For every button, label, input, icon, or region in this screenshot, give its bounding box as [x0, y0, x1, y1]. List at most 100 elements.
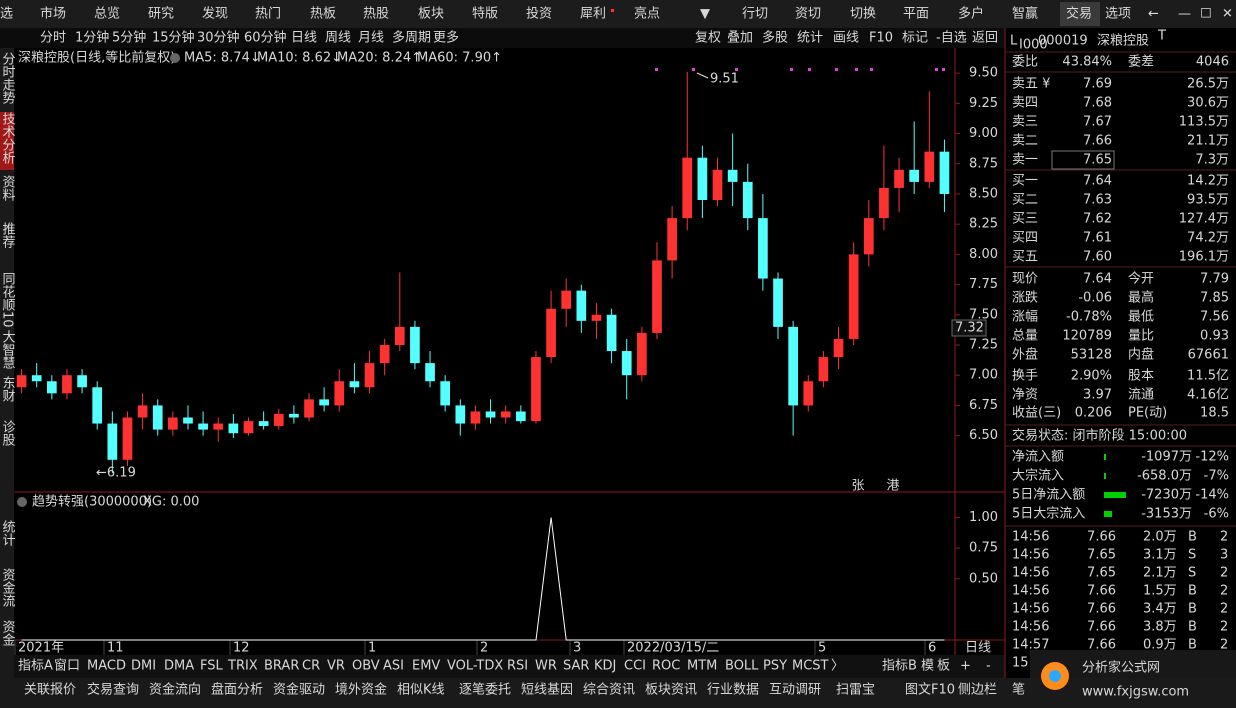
indicator-tab[interactable]: DMI [131, 659, 156, 674]
menu-item[interactable]: — [1178, 7, 1191, 22]
menu-item[interactable]: 选 [0, 7, 13, 22]
menu-item[interactable]: 平面 [903, 7, 929, 22]
period-button[interactable]: 更多 [433, 30, 459, 46]
indicator-tab[interactable]: KDJ [594, 659, 616, 674]
tool-button[interactable]: 统计 [797, 31, 823, 46]
tool-button[interactable]: 标记 [902, 31, 928, 46]
menu-item[interactable]: 热板 [310, 7, 336, 22]
indicator-tab[interactable]: OBV [352, 659, 380, 674]
bottom-tab[interactable]: 互动调研 [769, 683, 821, 698]
indicator-tab[interactable]: SAR [563, 659, 589, 674]
bottom-tab[interactable]: 关联报价 [24, 683, 76, 698]
bottom-tab[interactable]: 图文F10 [905, 683, 955, 698]
tool-button[interactable]: 多股 [762, 30, 788, 46]
indicator-tab[interactable]: TRIX [227, 659, 258, 674]
menu-item[interactable]: 发现 [202, 6, 228, 22]
menu-item[interactable]: 总览 [94, 6, 120, 22]
bottom-tab[interactable]: 扫雷宝 [836, 683, 875, 698]
menu-item[interactable]: ← [1148, 7, 1159, 22]
period-button[interactable]: 15分钟 [152, 30, 195, 46]
menu-item[interactable]: ✕ [1222, 7, 1233, 22]
menu-item[interactable]: ▼ [700, 7, 710, 22]
tool-button[interactable]: 画线 [833, 31, 859, 46]
menu-item[interactable]: 多户 [958, 6, 984, 22]
sidebar-tab[interactable]: 推荐 [0, 222, 15, 248]
menu-item[interactable]: 行切 [742, 7, 768, 22]
tool-button[interactable]: 复权 [695, 30, 721, 46]
indicator-tab[interactable]: BRAR [264, 659, 299, 674]
period-button[interactable]: 日线 [291, 31, 317, 46]
menu-item[interactable]: 热股 [363, 7, 389, 22]
menu-item[interactable]: 犀利 [580, 7, 606, 22]
period-button[interactable]: 月线 [358, 31, 384, 46]
indicator-tab[interactable]: BOLL [725, 659, 759, 674]
menu-item[interactable]: 特版 [472, 7, 498, 22]
bottom-tab[interactable]: 资金流向 [149, 682, 201, 698]
bottom-tab[interactable]: 逐笔委托 [459, 682, 511, 698]
tool-button[interactable]: 叠加 [727, 31, 753, 46]
menu-item[interactable]: 投资 [526, 6, 552, 22]
indicator-tab[interactable]: WR [535, 659, 557, 674]
indicator-tab[interactable]: 模 [921, 659, 934, 674]
menu-item[interactable]: 资切 [795, 7, 821, 22]
indicator-tab[interactable]: DMA [164, 659, 194, 674]
bottom-tab[interactable]: 相似K线 [397, 683, 445, 698]
menu-item[interactable]: 智赢 [1012, 6, 1038, 22]
indicator-tab[interactable]: EMV [412, 659, 440, 674]
indicator-tab[interactable]: CR [302, 659, 320, 674]
sidebar-tab[interactable]: 统计 [0, 520, 15, 546]
indicator-tab[interactable]: MACD [87, 659, 126, 674]
menu-item[interactable]: 研究 [148, 7, 174, 22]
bottom-tab[interactable]: 短线基因 [521, 683, 573, 698]
indicator-tab[interactable]: VOL-TDX [447, 659, 503, 674]
indicator-tab[interactable]: 窗口 [54, 658, 80, 674]
period-button[interactable]: 周线 [325, 31, 351, 46]
indicator-tab[interactable]: VR [327, 659, 345, 674]
bottom-tab[interactable]: 侧边栏 [958, 683, 997, 698]
bottom-tab[interactable]: 盘面分析 [211, 682, 263, 698]
indicator-tab[interactable]: 板 [937, 659, 950, 674]
bottom-tab[interactable]: 资金驱动 [273, 682, 325, 698]
period-button[interactable]: 1分钟 [75, 30, 109, 46]
indicator-tab[interactable]: CCI [624, 659, 646, 674]
menu-item[interactable]: 选项 [1105, 7, 1131, 22]
indicator-tab[interactable]: FSL [200, 659, 224, 674]
sidebar-tab[interactable]: 分时走势 [0, 52, 15, 105]
period-button[interactable]: 60分钟 [244, 30, 287, 46]
sidebar-tab[interactable]: 同花顺10 [0, 272, 15, 328]
period-button[interactable]: 多周期 [392, 30, 431, 46]
sidebar-tab[interactable]: 资金流 [0, 568, 15, 607]
period-button[interactable]: 分时 [40, 31, 66, 46]
period-button[interactable]: 5分钟 [112, 30, 146, 46]
indicator-tab[interactable]: + [960, 659, 971, 674]
sidebar-tab[interactable]: 东财 [0, 376, 15, 402]
bottom-tab[interactable]: 综合资讯 [583, 683, 635, 698]
indicator-tab[interactable]: 指标A [18, 659, 53, 674]
menu-item[interactable]: 市场 [40, 6, 66, 22]
sidebar-tab[interactable]: 诊股 [0, 420, 15, 447]
indicator-tab[interactable]: PSY [763, 659, 787, 674]
menu-item[interactable]: 板块 [418, 7, 444, 22]
period-button[interactable]: 30分钟 [197, 30, 240, 46]
sidebar-tab[interactable]: 资料 [0, 175, 15, 201]
indicator-tab[interactable]: - [986, 659, 991, 674]
indicator-tab[interactable]: 指标B [882, 659, 917, 674]
menu-item[interactable]: 切换 [850, 7, 876, 22]
bottom-tab[interactable]: 板块资讯 [645, 683, 697, 698]
bottom-tab[interactable]: 行业数据 [707, 683, 759, 698]
bottom-tab[interactable]: 交易查询 [87, 682, 139, 698]
indicator-tab[interactable]: MTM [687, 659, 717, 674]
sidebar-tab[interactable]: 技术分析 [0, 112, 15, 164]
menu-item[interactable]: 热门 [255, 7, 281, 22]
indicator-tab[interactable]: ASI [383, 659, 404, 674]
bottom-tab[interactable]: 笔 [1012, 682, 1025, 698]
indicator-tab[interactable]: MCST [792, 659, 829, 674]
menu-item[interactable]: 亮点 [634, 6, 660, 22]
sidebar-tab[interactable]: 大智慧 [0, 330, 15, 369]
indicator-tab[interactable]: ROC [652, 659, 680, 674]
indicator-tab[interactable]: RSI [507, 659, 528, 674]
indicator-tab[interactable]: 〉 [831, 659, 844, 674]
tool-button[interactable]: F10 [869, 31, 893, 46]
bottom-tab[interactable]: 境外资金 [335, 682, 387, 698]
tool-button[interactable]: 返回 [972, 31, 998, 46]
